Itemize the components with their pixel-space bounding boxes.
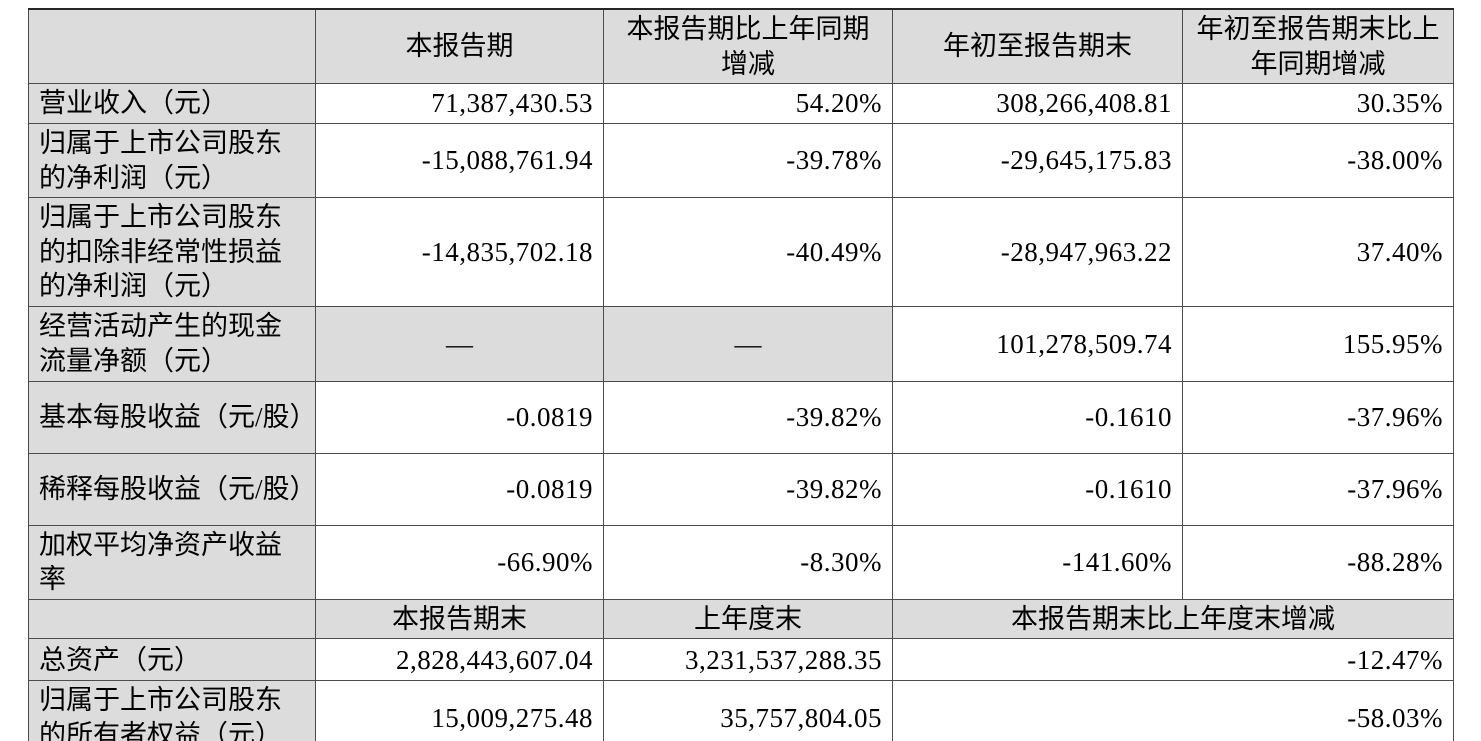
table-row-revenue: 营业收入（元） 71,387,430.53 54.20% 308,266,408… [28, 83, 1454, 125]
corner-cell-2 [28, 598, 316, 640]
cell-ytd-yoy: 37.40% [1182, 197, 1454, 307]
cell-current-period-yoy: 54.20% [603, 83, 893, 125]
table-row-total-assets: 总资产（元） 2,828,443,607.04 3,231,537,288.35… [28, 638, 1454, 682]
table-row-net-profit-excl-nonrecurring: 归属于上市公司股东的扣除非经常性损益的净利润（元） -14,835,702.18… [28, 197, 1454, 307]
cell-ytd-yoy: -37.96% [1182, 380, 1454, 454]
column-header-period-end: 本报告期末 [315, 598, 604, 640]
cell-current-period-yoy: -39.78% [603, 123, 893, 199]
cell-period-end-change: -12.47% [892, 638, 1454, 682]
table-row-operating-cash-flow: 经营活动产生的现金流量净额（元） — — 101,278,509.74 155.… [28, 305, 1454, 382]
column-header-period-end-change: 本报告期末比上年度末增减 [892, 598, 1454, 640]
cell-current-period: -66.90% [315, 524, 604, 600]
cell-ytd-yoy: -38.00% [1182, 123, 1454, 199]
row-label: 归属于上市公司股东的扣除非经常性损益的净利润（元） [28, 197, 316, 307]
row-label: 营业收入（元） [28, 83, 316, 125]
cell-ytd-yoy: -37.96% [1182, 452, 1454, 526]
row-label: 加权平均净资产收益率 [28, 524, 316, 600]
cell-current-period: -14,835,702.18 [315, 197, 604, 307]
cell-ytd-yoy: -88.28% [1182, 524, 1454, 600]
financial-summary-table: 本报告期 本报告期比上年同期增减 年初至报告期末 年初至报告期末比上年同期增减 … [28, 8, 1454, 741]
row-label: 总资产（元） [28, 638, 316, 682]
row-label: 归属于上市公司股东的所有者权益（元） [28, 680, 316, 741]
cell-current-period-yoy: -40.49% [603, 197, 893, 307]
column-header-current-period-yoy: 本报告期比上年同期增减 [603, 8, 893, 85]
column-header-ytd: 年初至报告期末 [892, 8, 1183, 85]
column-header-prev-year-end: 上年度末 [603, 598, 893, 640]
header-row-period: 本报告期 本报告期比上年同期增减 年初至报告期末 年初至报告期末比上年同期增减 [28, 8, 1454, 85]
table-row-basic-eps: 基本每股收益（元/股） -0.0819 -39.82% -0.1610 -37.… [28, 380, 1454, 454]
cell-period-end: 15,009,275.48 [315, 680, 604, 741]
cell-ytd: -29,645,175.83 [892, 123, 1183, 199]
cell-ytd: 308,266,408.81 [892, 83, 1183, 125]
cell-current-period-yoy: -8.30% [603, 524, 893, 600]
cell-current-period-yoy-dash: — [603, 305, 893, 382]
table-row-weighted-avg-roe: 加权平均净资产收益率 -66.90% -8.30% -141.60% -88.2… [28, 524, 1454, 600]
cell-current-period-dash: — [315, 305, 604, 382]
cell-period-end-change: -58.03% [892, 680, 1454, 741]
cell-period-end: 2,828,443,607.04 [315, 638, 604, 682]
cell-ytd-yoy: 30.35% [1182, 83, 1454, 125]
cell-current-period: -0.0819 [315, 452, 604, 526]
row-label: 归属于上市公司股东的净利润（元） [28, 123, 316, 199]
column-header-ytd-yoy: 年初至报告期末比上年同期增减 [1182, 8, 1454, 85]
cell-ytd: 101,278,509.74 [892, 305, 1183, 382]
cell-current-period: 71,387,430.53 [315, 83, 604, 125]
cell-prev-year-end: 35,757,804.05 [603, 680, 893, 741]
cell-current-period: -15,088,761.94 [315, 123, 604, 199]
cell-ytd: -0.1610 [892, 452, 1183, 526]
column-header-current-period: 本报告期 [315, 8, 604, 85]
row-label: 稀释每股收益（元/股） [28, 452, 316, 526]
cell-current-period: -0.0819 [315, 380, 604, 454]
cell-ytd-yoy: 155.95% [1182, 305, 1454, 382]
table-row-diluted-eps: 稀释每股收益（元/股） -0.0819 -39.82% -0.1610 -37.… [28, 452, 1454, 526]
corner-cell [28, 8, 316, 85]
table-row-net-profit: 归属于上市公司股东的净利润（元） -15,088,761.94 -39.78% … [28, 123, 1454, 199]
cell-prev-year-end: 3,231,537,288.35 [603, 638, 893, 682]
header-row-period-end: 本报告期末 上年度末 本报告期末比上年度末增减 [28, 598, 1454, 640]
cell-ytd: -141.60% [892, 524, 1183, 600]
cell-ytd: -28,947,963.22 [892, 197, 1183, 307]
cell-current-period-yoy: -39.82% [603, 452, 893, 526]
cell-current-period-yoy: -39.82% [603, 380, 893, 454]
table-row-equity-attributable: 归属于上市公司股东的所有者权益（元） 15,009,275.48 35,757,… [28, 680, 1454, 741]
cell-ytd: -0.1610 [892, 380, 1183, 454]
row-label: 经营活动产生的现金流量净额（元） [28, 305, 316, 382]
row-label: 基本每股收益（元/股） [28, 380, 316, 454]
